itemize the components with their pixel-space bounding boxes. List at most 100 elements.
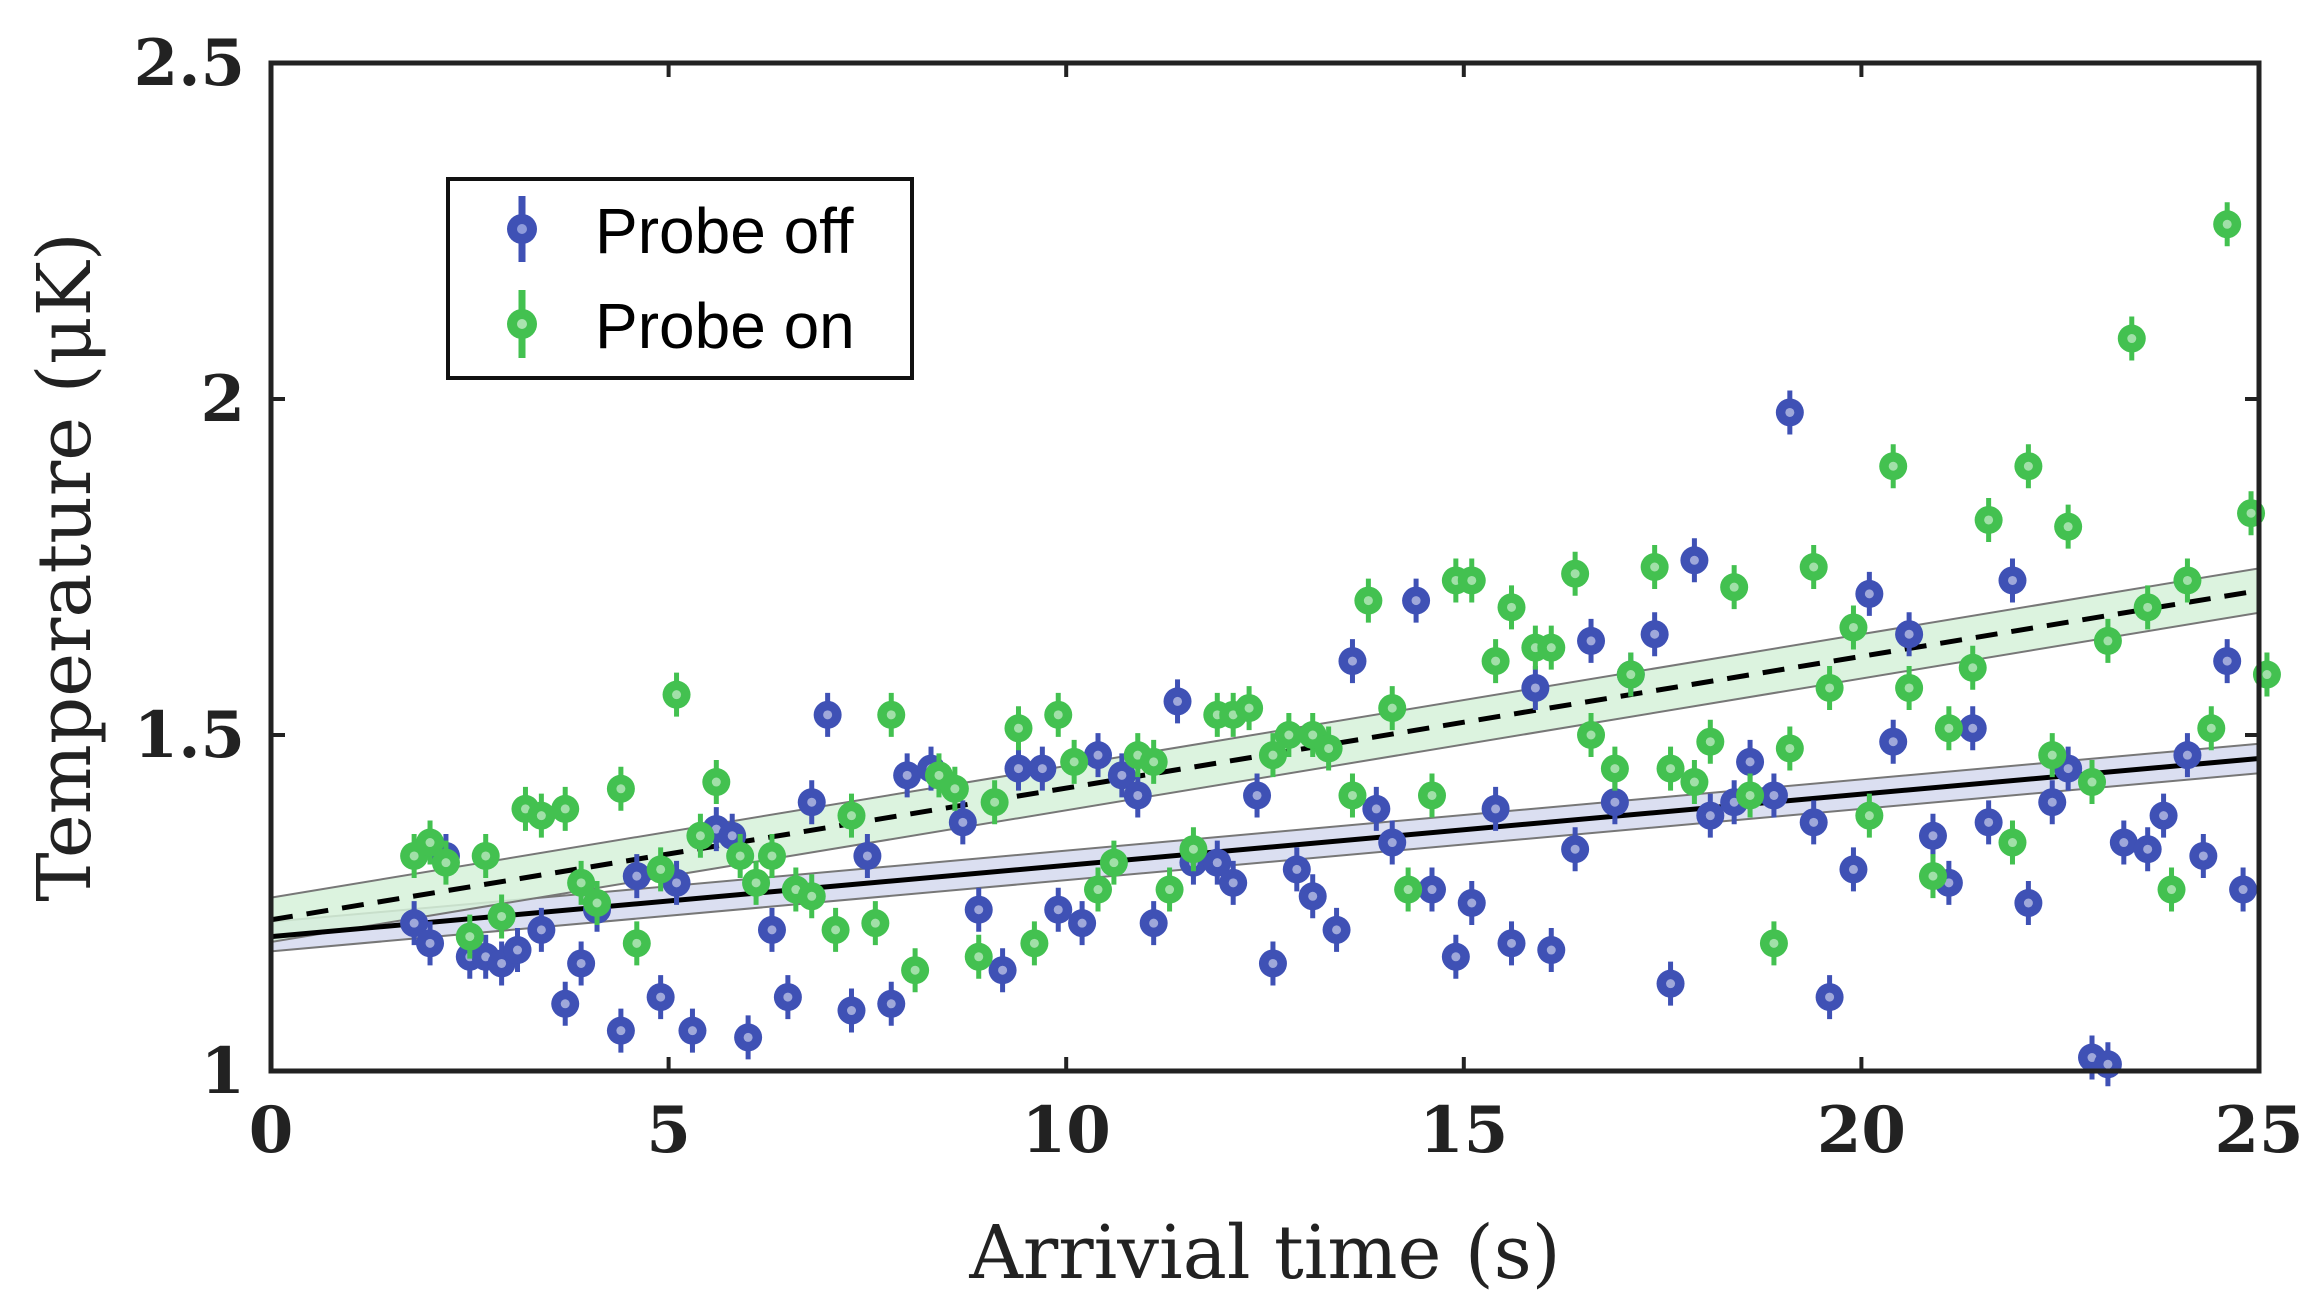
data-point bbox=[1258, 941, 1287, 986]
data-point bbox=[2213, 639, 2242, 684]
data-point bbox=[726, 833, 755, 878]
data-point bbox=[1958, 645, 1987, 690]
data-point bbox=[1203, 840, 1232, 885]
data-point bbox=[1577, 713, 1606, 757]
data-point bbox=[2014, 881, 2043, 925]
data-point bbox=[2189, 833, 2218, 878]
data-point bbox=[1274, 713, 1303, 757]
data-point bbox=[416, 820, 445, 865]
x-axis-title: Arrivial time (s) bbox=[968, 1210, 1560, 1296]
x-tick-label: 10 bbox=[1022, 1093, 1111, 1168]
data-point bbox=[2133, 585, 2162, 630]
y-axis: 1 1.5 2 2.5 bbox=[134, 26, 2259, 1109]
data-point bbox=[1004, 706, 1033, 751]
data-point bbox=[1537, 625, 1566, 670]
data-point bbox=[455, 914, 484, 959]
data-point bbox=[1656, 746, 1685, 791]
data-point bbox=[1163, 679, 1192, 724]
x-tick-label: 15 bbox=[1419, 1093, 1508, 1168]
x-tick-label: 25 bbox=[2214, 1093, 2303, 1168]
data-point bbox=[1417, 773, 1446, 818]
legend-label-probe-on: Probe on bbox=[595, 290, 855, 362]
data-point bbox=[1298, 874, 1327, 919]
data-point bbox=[877, 981, 906, 1026]
data-point bbox=[2078, 760, 2107, 805]
data-point bbox=[431, 840, 460, 885]
data-point bbox=[1068, 901, 1097, 946]
data-point bbox=[1815, 975, 1844, 1020]
data-point bbox=[1974, 800, 2003, 845]
data-point bbox=[742, 860, 771, 905]
data-point bbox=[1235, 686, 1264, 731]
data-point bbox=[1616, 652, 1645, 697]
data-point bbox=[2093, 618, 2122, 663]
data-point bbox=[1179, 827, 1208, 872]
data-point bbox=[1799, 800, 1828, 845]
data-point bbox=[1998, 820, 2027, 865]
x-axis: 0 5 10 15 20 25 bbox=[249, 63, 2304, 1168]
data-point bbox=[1918, 813, 1947, 858]
data-point bbox=[1656, 961, 1685, 1006]
fit-line-series-1 bbox=[271, 588, 2259, 923]
data-point bbox=[1314, 726, 1343, 771]
data-point bbox=[416, 921, 445, 966]
data-point bbox=[964, 887, 993, 932]
legend: Probe off Probe on bbox=[446, 177, 914, 380]
data-point bbox=[2054, 504, 2083, 549]
data-point bbox=[1855, 793, 1884, 838]
data-point bbox=[1895, 612, 1924, 657]
data-point bbox=[702, 760, 731, 805]
data-point bbox=[877, 692, 906, 737]
data-point bbox=[734, 1015, 763, 1060]
data-point bbox=[527, 907, 556, 952]
data-point bbox=[964, 934, 993, 979]
data-point bbox=[1354, 578, 1383, 623]
data-point bbox=[551, 981, 580, 1026]
data-point bbox=[1044, 692, 1073, 737]
data-point bbox=[678, 1008, 707, 1053]
data-point bbox=[773, 975, 802, 1020]
data-point bbox=[1521, 665, 1550, 710]
data-point bbox=[1879, 444, 1908, 489]
data-point bbox=[1378, 686, 1407, 731]
data-point bbox=[1561, 551, 1590, 596]
data-point bbox=[837, 988, 866, 1033]
data-point bbox=[606, 766, 635, 811]
data-point bbox=[2038, 733, 2067, 778]
data-point bbox=[1322, 907, 1351, 952]
y-tick-label: 1.5 bbox=[134, 698, 245, 773]
data-point bbox=[861, 901, 890, 946]
legend-label-probe-off: Probe off bbox=[595, 195, 854, 267]
data-point bbox=[400, 901, 429, 946]
data-point bbox=[1680, 538, 1709, 583]
y-tick-label: 2.5 bbox=[134, 26, 245, 101]
data-point bbox=[1958, 706, 1987, 751]
data-point bbox=[1362, 786, 1391, 831]
data-point bbox=[2109, 820, 2138, 865]
y-tick-label: 1 bbox=[200, 1034, 245, 1109]
data-point bbox=[1640, 545, 1669, 589]
data-point bbox=[646, 975, 675, 1020]
data-point bbox=[2229, 867, 2258, 912]
data-point bbox=[567, 941, 596, 986]
data-point bbox=[527, 793, 556, 838]
data-point bbox=[622, 854, 651, 899]
data-point bbox=[1759, 773, 1788, 818]
data-point bbox=[1640, 612, 1669, 657]
data-point bbox=[2197, 706, 2226, 751]
data-point bbox=[622, 921, 651, 966]
x-tick-label: 20 bbox=[1817, 1093, 1906, 1168]
data-point bbox=[1258, 733, 1287, 778]
data-point bbox=[1107, 753, 1136, 798]
data-point bbox=[1918, 854, 1947, 899]
data-point bbox=[1084, 733, 1113, 778]
data-point bbox=[821, 907, 850, 952]
data-point bbox=[1855, 571, 1884, 616]
data-point bbox=[1696, 793, 1725, 838]
data-point bbox=[567, 860, 596, 905]
data-point bbox=[1457, 881, 1486, 925]
data-point bbox=[1394, 867, 1423, 912]
data-point bbox=[1759, 921, 1788, 966]
plot-area-frame bbox=[268, 60, 2262, 1074]
